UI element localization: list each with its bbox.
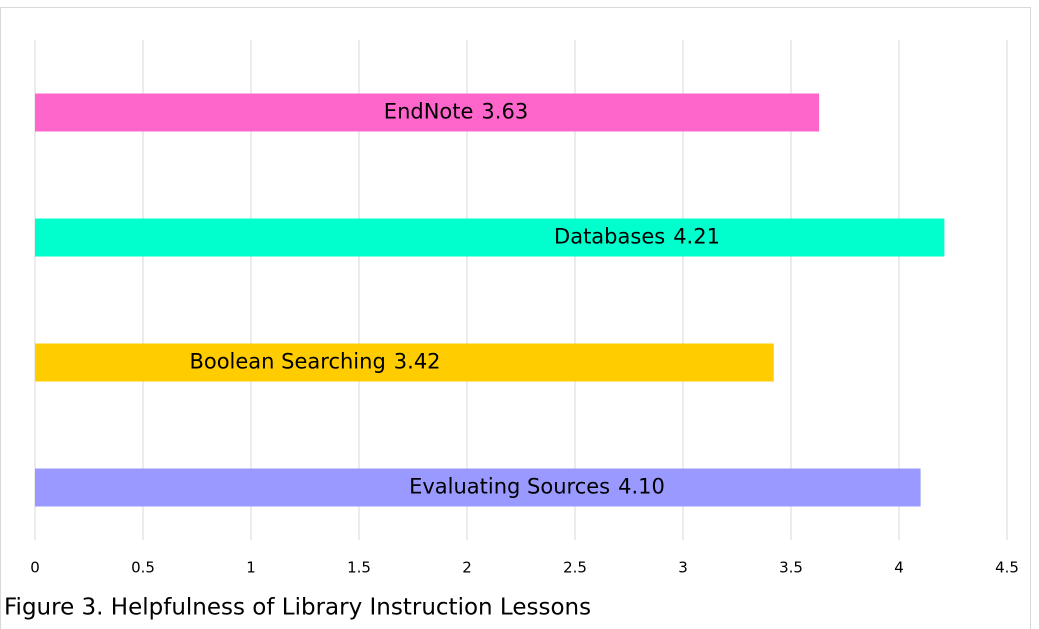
category-label: EndNote — [384, 100, 474, 124]
bar-label: Databases 4.21 — [554, 225, 720, 249]
bar — [35, 343, 774, 382]
value-label: 3.42 — [394, 350, 441, 374]
x-tick-label: 2.5 — [563, 559, 587, 577]
x-tick-label: 0 — [30, 559, 40, 577]
x-tick-label: 1 — [246, 559, 256, 577]
bar — [35, 468, 921, 507]
x-tick-label: 0.5 — [131, 559, 155, 577]
bar — [35, 93, 820, 132]
bar-label: EndNote 3.63 — [384, 100, 528, 124]
x-tick-label: 4 — [894, 559, 904, 577]
category-label: Evaluating Sources — [409, 475, 610, 499]
bar — [35, 218, 945, 257]
category-label: Databases — [554, 225, 665, 249]
chart-title: Figure 3. Helpfulness of Library Instruc… — [4, 595, 591, 621]
value-label: 4.21 — [673, 225, 720, 249]
category-label: Boolean Searching — [189, 350, 385, 374]
x-tick-label: 3.5 — [779, 559, 803, 577]
value-label: 4.10 — [618, 475, 665, 499]
x-tick-label: 3 — [678, 559, 688, 577]
bar-label: Boolean Searching 3.42 — [189, 350, 440, 374]
x-tick-label: 4.5 — [995, 559, 1019, 577]
chart-border — [0, 7, 1031, 629]
x-tick-label: 2 — [462, 559, 472, 577]
value-label: 3.63 — [481, 100, 528, 124]
x-tick-label: 1.5 — [347, 559, 371, 577]
bar-label: Evaluating Sources 4.10 — [409, 475, 665, 499]
